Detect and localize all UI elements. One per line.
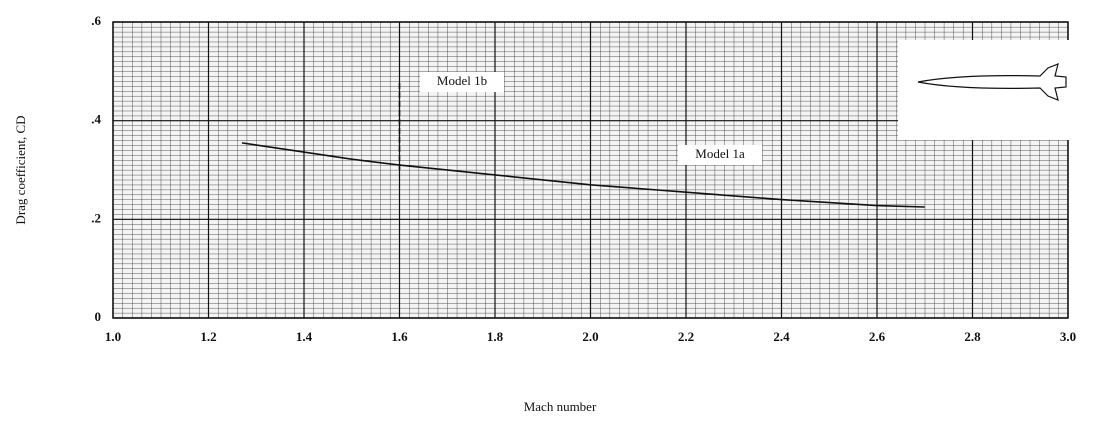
y-tick-label: 0 <box>95 309 102 324</box>
x-tick-label: 1.4 <box>296 329 313 344</box>
x-tick-label: 2.6 <box>869 329 886 344</box>
series-label: Model 1a <box>695 146 745 161</box>
y-tick-label: .2 <box>91 210 101 225</box>
x-axis-label: Mach number <box>524 399 597 414</box>
y-tick-label: .6 <box>91 13 101 28</box>
x-tick-label: 3.0 <box>1060 329 1076 344</box>
x-tick-label: 1.8 <box>487 329 504 344</box>
x-tick-label: 1.2 <box>200 329 216 344</box>
inset <box>898 40 1078 140</box>
series-label: Model 1b <box>437 73 487 88</box>
x-tick-label: 2.0 <box>582 329 598 344</box>
series-line <box>241 142 925 208</box>
x-tick-label: 1.6 <box>391 329 408 344</box>
x-tick-label: 2.4 <box>773 329 790 344</box>
y-tick-label: .4 <box>91 112 101 127</box>
x-tick-label: 2.2 <box>678 329 694 344</box>
y-axis-label: Drag coefficient, CD <box>13 115 28 224</box>
x-tick-label: 2.8 <box>964 329 981 344</box>
series-label-bg <box>678 145 762 165</box>
x-tick-label: 1.0 <box>105 329 121 344</box>
series-label-bg <box>420 72 504 92</box>
